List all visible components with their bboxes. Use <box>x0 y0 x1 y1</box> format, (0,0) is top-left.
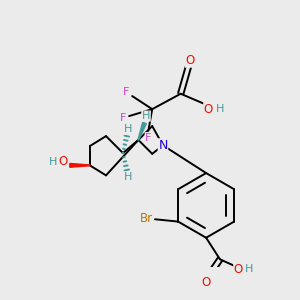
Text: O: O <box>58 155 68 168</box>
Text: H: H <box>142 111 150 121</box>
Text: O: O <box>204 103 213 116</box>
Text: O: O <box>185 54 195 67</box>
Text: H: H <box>124 124 133 134</box>
Text: H: H <box>245 264 254 274</box>
Text: H: H <box>216 104 224 114</box>
Text: F: F <box>145 133 152 142</box>
Text: H: H <box>49 157 57 166</box>
Text: Br: Br <box>140 212 153 225</box>
Text: N: N <box>158 139 168 152</box>
Polygon shape <box>138 122 146 140</box>
Text: H: H <box>124 172 133 182</box>
Text: F: F <box>120 113 126 123</box>
Text: O: O <box>202 276 211 289</box>
Polygon shape <box>70 164 90 167</box>
Text: F: F <box>123 87 129 97</box>
Text: O: O <box>234 263 243 276</box>
